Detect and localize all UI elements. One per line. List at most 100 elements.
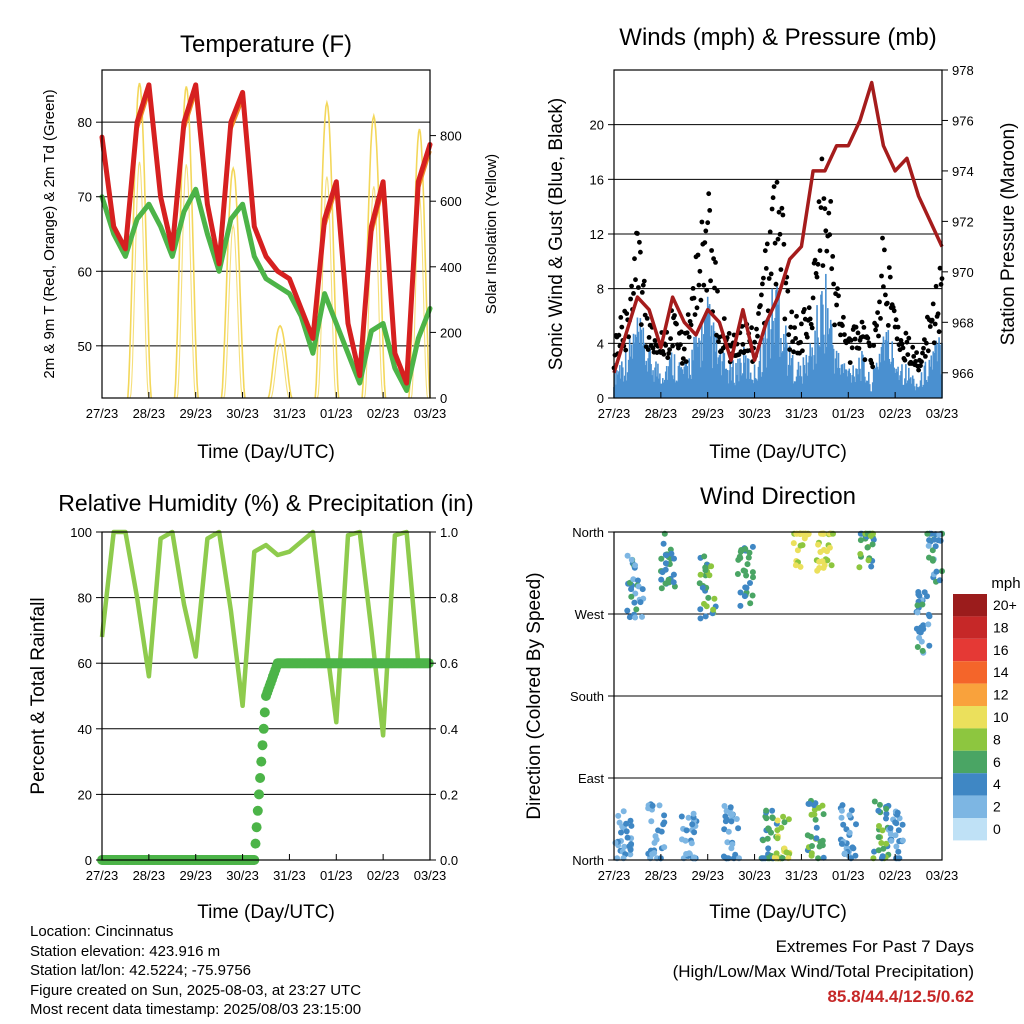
gust-point	[661, 351, 667, 357]
gust-point	[635, 231, 640, 236]
gust-point	[849, 345, 855, 351]
direction-point	[746, 549, 753, 556]
gust-point	[640, 282, 646, 288]
direction-point	[812, 816, 819, 823]
direction-point	[749, 543, 756, 550]
temperature-xtick-label: 03/23	[414, 406, 447, 421]
gust-point	[639, 290, 645, 295]
humidity-y2tick-label: 0.0	[440, 853, 458, 868]
speed-colorbar: 20+ 18 16 14 12 10 8 6 4 2 0	[953, 594, 1017, 841]
gust-point	[624, 311, 630, 316]
gust-point	[792, 325, 797, 330]
gust-point	[815, 261, 821, 267]
colorbar-swatch	[953, 638, 987, 662]
gust-point	[629, 283, 634, 289]
humidity-xtick-label: 03/23	[414, 868, 447, 883]
gust-point	[799, 321, 804, 327]
gust-point	[685, 312, 691, 317]
gust-point	[847, 360, 853, 365]
humidity-xtick-label: 29/23	[179, 868, 212, 883]
direction-point	[741, 593, 748, 600]
station-location: Location: Cincinnatus	[30, 923, 174, 940]
direction-point	[816, 565, 823, 571]
temperature-ylabel-left: 2m & 9m T (Red, Orange) & 2m Td (Green)	[41, 89, 58, 378]
direction-point	[651, 839, 658, 846]
direction-point	[678, 813, 685, 820]
gust-point	[816, 199, 822, 205]
direction-point	[658, 585, 665, 592]
gust-point	[684, 330, 690, 336]
temperature-y2tick-label: 0	[440, 391, 447, 406]
rainfall-point	[250, 838, 261, 849]
direction-point	[630, 576, 637, 583]
direction-point	[702, 564, 709, 571]
winds-xtick-label: 29/23	[691, 406, 724, 421]
direction-point	[655, 827, 662, 834]
gust-point	[683, 359, 689, 364]
direction-point	[808, 833, 814, 840]
gust-point	[787, 347, 793, 352]
gust-point	[835, 286, 840, 292]
direction-point	[925, 542, 932, 549]
colorbar-label: 12	[993, 687, 1009, 703]
gust-point	[893, 317, 899, 323]
gust-point	[806, 305, 812, 311]
gust-point	[936, 329, 942, 335]
direction-point	[624, 607, 631, 614]
direction-point	[665, 576, 672, 583]
direction-point	[880, 845, 887, 852]
gust-point	[885, 323, 891, 328]
gust-point	[880, 235, 885, 241]
direction-point	[632, 562, 639, 569]
gust-point	[619, 324, 625, 330]
figure-created: Figure created on Sun, 2025-08-03, at 23…	[30, 981, 362, 999]
gust-point	[793, 336, 798, 341]
gust-point	[855, 330, 861, 336]
gust-point	[666, 351, 672, 356]
direction-point	[725, 828, 732, 835]
colorbar-label: 14	[993, 664, 1009, 680]
winds-xtick-label: 03/23	[926, 406, 959, 421]
direction-point	[702, 613, 709, 620]
direction-point	[612, 839, 619, 846]
rainfall-point	[257, 740, 268, 751]
gust-point	[702, 240, 708, 246]
gust-point	[764, 241, 770, 247]
insolation-curve	[176, 164, 197, 399]
gust-point	[804, 334, 810, 340]
gust-point	[807, 316, 813, 322]
insolation-curve	[129, 161, 150, 399]
direction-point	[799, 542, 806, 549]
gust-point	[759, 292, 764, 298]
direction-point	[750, 574, 756, 581]
gust-point	[672, 313, 677, 318]
gust-point	[904, 339, 910, 345]
gust-point	[770, 195, 776, 201]
direction-point	[743, 572, 750, 579]
gust-point	[628, 296, 633, 302]
temperature-xtick-label: 02/23	[367, 406, 400, 421]
temperature-y2tick-label: 400	[440, 260, 462, 275]
direction-point	[887, 825, 894, 832]
direction-point	[615, 812, 622, 819]
gust-point	[927, 324, 933, 329]
direction-point	[926, 537, 933, 544]
direction-point	[662, 560, 669, 567]
humidity-ytick-label: 20	[78, 787, 92, 802]
direction-point	[878, 840, 885, 846]
gust-point	[638, 322, 644, 327]
gust-point	[786, 332, 792, 338]
temperature-xtick-label: 29/23	[179, 406, 212, 421]
direction-point	[797, 563, 804, 570]
direction-xtick-label: 28/23	[645, 868, 678, 883]
temperature-y2tick-label: 800	[440, 129, 462, 144]
colorbar-label: 0	[993, 821, 1001, 837]
direction-point	[926, 613, 933, 620]
direction-point	[628, 593, 635, 600]
rainfall-point	[423, 658, 434, 669]
temperature-series-2m-t	[99, 82, 433, 386]
direction-point	[743, 584, 750, 591]
gust-point	[681, 346, 687, 352]
gust-point	[641, 278, 647, 284]
relative-humidity-line	[99, 529, 430, 738]
